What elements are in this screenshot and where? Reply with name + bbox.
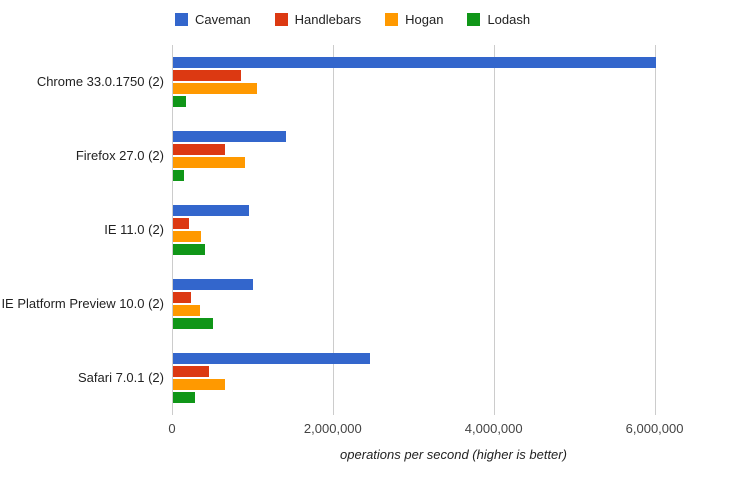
- category-label: Firefox 27.0 (2): [75, 148, 164, 163]
- x-axis-title: operations per second (higher is better): [340, 447, 567, 462]
- bar-lodash-3: [173, 318, 214, 329]
- category-label: Safari 7.0.1 (2): [78, 370, 164, 385]
- bar-lodash-4: [173, 392, 195, 403]
- legend-label: Handlebars: [294, 12, 362, 27]
- legend-item-hogan: Hogan: [385, 12, 443, 27]
- bar-handlebars-2: [173, 218, 190, 229]
- category-label: IE 11.0 (2): [104, 222, 164, 237]
- legend-swatch-caveman: [175, 13, 188, 26]
- legend-swatch-hogan: [385, 13, 399, 26]
- x-tick-label: 0: [168, 421, 176, 436]
- legend-item-handlebars: Handlebars: [274, 12, 362, 27]
- bar-caveman-3: [173, 279, 254, 290]
- bar-lodash-2: [173, 244, 206, 255]
- legend-label: Hogan: [405, 12, 444, 27]
- gridline: [172, 45, 173, 415]
- bar-caveman-2: [173, 205, 250, 216]
- bar-caveman-1: [173, 131, 286, 142]
- legend-swatch-handlebars: [274, 13, 288, 26]
- bar-handlebars-1: [173, 144, 226, 155]
- bar-hogan-3: [173, 305, 200, 316]
- bar-handlebars-3: [173, 292, 192, 303]
- gridline: [332, 45, 334, 415]
- bar-lodash-0: [173, 96, 186, 107]
- bar-hogan-1: [173, 157, 246, 168]
- bar-lodash-1: [173, 170, 185, 181]
- category-label: Chrome 33.0.1750 (2): [36, 74, 164, 89]
- plot-area: [172, 45, 735, 415]
- legend-item-caveman: Caveman: [175, 12, 251, 27]
- bar-handlebars-0: [173, 70, 242, 81]
- bar-caveman-0: [173, 57, 656, 68]
- bar-caveman-4: [173, 353, 371, 364]
- gridline: [493, 45, 495, 415]
- legend-label: Caveman: [195, 12, 251, 27]
- bar-hogan-2: [173, 231, 202, 242]
- legend-swatch-lodash: [467, 13, 481, 26]
- legend-label: Lodash: [487, 12, 531, 27]
- bar-hogan-4: [173, 379, 226, 390]
- bar-handlebars-4: [173, 366, 210, 377]
- chart-legend: Caveman Handlebars Hogan Lodash: [175, 12, 530, 27]
- x-tick-label: 2,000,000: [303, 421, 362, 436]
- x-tick-label: 4,000,000: [464, 421, 523, 436]
- bar-hogan-0: [173, 83, 258, 94]
- legend-item-lodash: Lodash: [467, 12, 530, 27]
- category-label: IE Platform Preview 10.0 (2): [1, 296, 164, 311]
- x-tick-label: 6,000,000: [625, 421, 684, 436]
- gridline: [654, 45, 656, 415]
